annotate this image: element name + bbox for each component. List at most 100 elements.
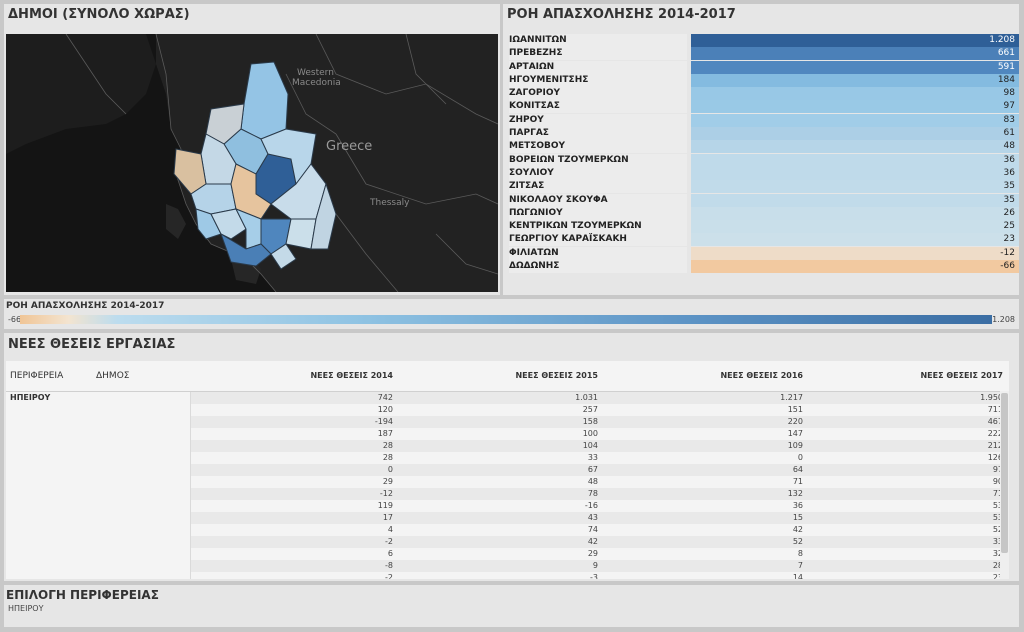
flow-row[interactable]: ΣΟΥΛΙΟΥ 36: [507, 166, 1019, 180]
municipality-souli[interactable]: [210, 208, 247, 240]
filter-value[interactable]: ΗΠΕΙΡΟΥ: [8, 604, 44, 613]
header-2016[interactable]: ΝΕΕΣ ΘΕΣΕΙΣ 2016: [720, 371, 803, 380]
label-thessaly: Thessaly: [369, 198, 410, 208]
jobs-table[interactable]: ΠΕΡΙΦΕΡΕΙΑ ΔΗΜΟΣ ΝΕΕΣ ΘΕΣΕΙΣ 2014 ΝΕΕΣ Θ…: [6, 361, 1009, 579]
row-background: [190, 560, 1009, 572]
row-background: [190, 392, 1009, 404]
flow-row-bar[interactable]: 61: [691, 127, 1019, 141]
flow-row[interactable]: ΜΕΤΣΟΒΟΥ 48: [507, 140, 1019, 154]
header-municipality[interactable]: ΔΗΜΟΣ: [96, 371, 130, 381]
header-region[interactable]: ΠΕΡΙΦΕΡΕΙΑ: [10, 371, 64, 381]
land-area: [6, 34, 156, 154]
legend-title: ΡΟΗ ΑΠΑΣΧΟΛΗΣΗΣ 2014-2017: [6, 301, 165, 311]
cell-2016: 42: [792, 525, 803, 534]
cell-2017: 90: [992, 477, 1003, 486]
flow-row[interactable]: ΖΗΡΟΥ 83: [507, 113, 1019, 127]
scrollbar-thumb[interactable]: [1001, 393, 1008, 553]
flow-row-bar[interactable]: 35: [691, 193, 1019, 207]
flow-row-value: 661: [997, 48, 1015, 59]
cell-2014: 187: [377, 429, 393, 438]
flow-row-name: ΜΕΤΣΟΒΟΥ: [509, 140, 687, 154]
flow-row[interactable]: ΖΑΓΟΡΙΟΥ 98: [507, 87, 1019, 101]
municipality-pogoni[interactable]: [205, 103, 245, 145]
cell-2016: 14: [792, 573, 803, 579]
header-2014[interactable]: ΝΕΕΣ ΘΕΣΕΙΣ 2014: [310, 371, 393, 380]
legend-max-label: 1.208: [992, 315, 1015, 324]
flow-row-bar[interactable]: 25: [691, 220, 1019, 234]
cell-2015: 67: [587, 465, 598, 474]
flow-row[interactable]: ΑΡΤΑΙΩΝ 591: [507, 60, 1019, 74]
cell-2015: 33: [587, 453, 598, 462]
flow-row-bar[interactable]: -66: [691, 260, 1019, 274]
cell-2015: -3: [590, 573, 598, 579]
cell-2017: 33: [992, 537, 1003, 546]
flow-row[interactable]: ΓΕΩΡΓΙΟΥ ΚΑΡΑΪΣΚΑΚΗ 23: [507, 233, 1019, 247]
flow-row[interactable]: ΚΟΝΙΤΣΑΣ 97: [507, 100, 1019, 114]
flow-row-value: 36: [1003, 154, 1015, 165]
municipality-dodoni[interactable]: [230, 163, 272, 220]
cell-2014: -8: [385, 561, 393, 570]
municipality-parga[interactable]: [195, 208, 222, 240]
flow-row-name: ΠΩΓΩΝΙΟΥ: [509, 206, 687, 220]
cell-2014: 28: [382, 441, 393, 450]
flow-row[interactable]: ΝΙΚΟΛΑΟΥ ΣΚΟΥΦΑ 35: [507, 193, 1019, 207]
flow-row-value: 98: [1003, 88, 1015, 99]
cell-2014: -194: [374, 417, 393, 426]
flow-row-bar[interactable]: 97: [691, 100, 1019, 114]
row-background: [190, 464, 1009, 476]
flow-row[interactable]: ΔΩΔΩΝΗΣ -66: [507, 260, 1019, 274]
row-background: [190, 536, 1009, 548]
flow-row[interactable]: ΠΡΕΒΕΖΗΣ 661: [507, 47, 1019, 61]
flow-row-bar[interactable]: -12: [691, 246, 1019, 260]
flow-row-bar[interactable]: 591: [691, 60, 1019, 74]
flow-row[interactable]: ΖΙΤΣΑΣ 35: [507, 180, 1019, 194]
flow-row-bar[interactable]: 36: [691, 153, 1019, 167]
epirus-region[interactable]: [173, 61, 337, 270]
flow-row-value: 591: [997, 61, 1015, 72]
header-2015[interactable]: ΝΕΕΣ ΘΕΣΕΙΣ 2015: [515, 371, 598, 380]
municipality-nikolaou-skoufa[interactable]: [270, 243, 297, 270]
flow-row[interactable]: ΚΕΝΤΡΙΚΩΝ ΤΖΟΥΜΕΡΚΩΝ 25: [507, 220, 1019, 234]
flow-row-bar[interactable]: 98: [691, 87, 1019, 101]
flow-row-name: ΠΡΕΒΕΖΗΣ: [509, 47, 687, 61]
color-legend: ΡΟΗ ΑΠΑΣΧΟΛΗΣΗΣ 2014-2017 -66 1.208: [4, 299, 1019, 329]
cell-2016: 220: [787, 417, 803, 426]
flow-title: ΡΟΗ ΑΠΑΣΧΟΛΗΣΗΣ 2014-2017: [507, 7, 736, 22]
flow-row[interactable]: ΦΙΛΙΑΤΩΝ -12: [507, 246, 1019, 260]
flow-row-bar[interactable]: 661: [691, 47, 1019, 61]
municipality-georgiou-karaiskaki[interactable]: [310, 182, 337, 250]
cell-2014: -12: [379, 489, 393, 498]
cell-2014: 119: [377, 501, 393, 510]
island: [166, 204, 186, 239]
map-view[interactable]: Western Macedonia Greece Thessaly: [6, 34, 498, 292]
flow-row[interactable]: ΠΩΓΩΝΙΟΥ 26: [507, 206, 1019, 220]
table-scrollbar[interactable]: [1000, 391, 1009, 579]
flow-row[interactable]: ΙΩΑΝΝΙΤΩΝ 1.208: [507, 34, 1019, 47]
row-background: [190, 488, 1009, 500]
cell-2015: 1.031: [575, 393, 598, 402]
header-2017[interactable]: ΝΕΕΣ ΘΕΣΕΙΣ 2017: [920, 371, 1003, 380]
cell-2016: 151: [787, 405, 803, 414]
flow-row[interactable]: ΠΑΡΓΑΣ 61: [507, 127, 1019, 141]
flow-row-name: ΗΓΟΥΜΕΝΙΤΣΗΣ: [509, 73, 687, 87]
flow-row[interactable]: ΗΓΟΥΜΕΝΙΤΣΗΣ 184: [507, 73, 1019, 87]
flow-row-bar[interactable]: 48: [691, 140, 1019, 154]
cell-2015: 74: [587, 525, 598, 534]
municipality-metsovo[interactable]: [260, 128, 317, 186]
cell-2017: 53: [992, 501, 1003, 510]
flow-row-bar[interactable]: 36: [691, 166, 1019, 180]
flow-row-bar[interactable]: 26: [691, 206, 1019, 220]
map-canvas[interactable]: Western Macedonia Greece Thessaly: [6, 34, 498, 292]
cell-2016: 147: [787, 429, 803, 438]
flow-row[interactable]: ΒΟΡΕΙΩΝ ΤΖΟΥΜΕΡΚΩΝ 36: [507, 153, 1019, 167]
cell-2016: 36: [792, 501, 803, 510]
cell-2015: 78: [587, 489, 598, 498]
flow-row-bar[interactable]: 35: [691, 180, 1019, 194]
flow-row-bar[interactable]: 83: [691, 113, 1019, 127]
row-background: [190, 512, 1009, 524]
flow-row-value: -12: [1000, 247, 1015, 258]
legend-gradient: [20, 315, 992, 324]
flow-row-bar[interactable]: 1.208: [691, 34, 1019, 47]
flow-row-bar[interactable]: 184: [691, 73, 1019, 87]
flow-row-bar[interactable]: 23: [691, 233, 1019, 247]
